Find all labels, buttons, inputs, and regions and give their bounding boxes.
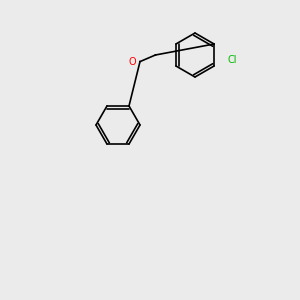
Text: Cl: Cl xyxy=(228,55,238,65)
Text: O: O xyxy=(128,57,136,67)
